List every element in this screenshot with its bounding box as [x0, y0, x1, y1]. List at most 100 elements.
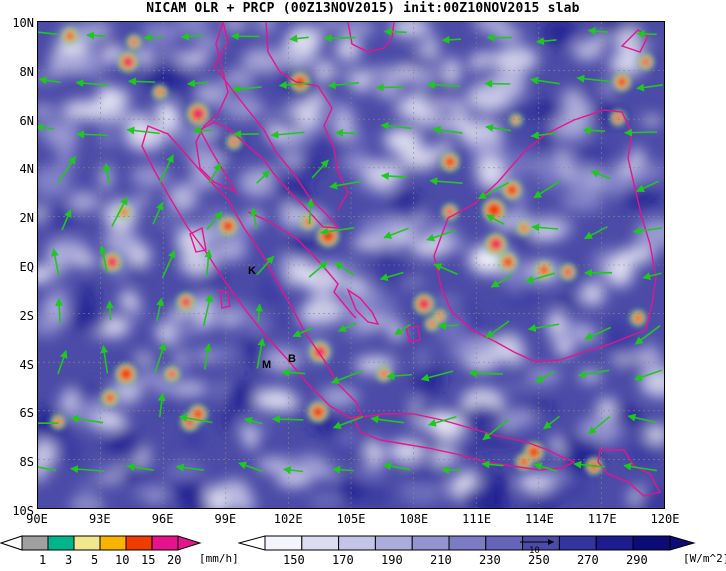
cloud-blob [460, 484, 502, 508]
cloud-blob [67, 191, 100, 212]
cloud-blob [553, 297, 585, 307]
cloud-blob [337, 476, 366, 504]
cloud-blob [429, 447, 458, 467]
prcp-tick-label: 10 [115, 553, 130, 567]
wind-vector-arrow [256, 337, 266, 369]
wind-vector-arrow [105, 300, 114, 321]
wind-vector-arrow [203, 343, 212, 370]
cloud-blob [175, 313, 200, 327]
wind-vector-arrow [468, 369, 504, 378]
cloud-blob [621, 246, 654, 264]
wind-vector-arrow [525, 272, 555, 284]
cloud-blob [469, 467, 494, 477]
cloud-blob [175, 225, 208, 255]
wind-vector-arrow [584, 226, 608, 240]
prcp-colorbar-box [125, 535, 153, 551]
olr-tick-label: 230 [479, 553, 501, 567]
coastline-gulf-coast [265, 22, 349, 211]
lon-tick-label: 114E [524, 512, 554, 526]
wind-vector-arrow [386, 371, 413, 380]
map-label-m: M [262, 359, 271, 371]
wind-vector-arrow [420, 370, 454, 382]
cloud-blob [525, 495, 563, 508]
wind-vector-arrow [481, 460, 504, 469]
cloud-blob [575, 437, 603, 462]
precip-cell-heavy [502, 256, 514, 268]
cloud-blob [463, 403, 503, 430]
wind-vector-arrow [306, 198, 315, 225]
precip-cell-extreme [439, 314, 443, 318]
wind-vector-arrow [623, 128, 658, 137]
coastlines [141, 22, 662, 497]
wind-vector-arrow [432, 126, 463, 134]
cloud-blob [401, 145, 439, 171]
wind-vector-arrow [102, 163, 111, 185]
wind-vector-arrow [383, 227, 409, 239]
wind-vector-arrow [86, 31, 107, 40]
wind-vector-arrow [57, 155, 77, 184]
coastline-small-island-2 [219, 289, 231, 309]
cloud-blob [191, 82, 230, 107]
precip-cell-extreme [109, 258, 117, 266]
cloud-blob [335, 38, 362, 61]
cloud-blob [486, 429, 513, 442]
olr-colorbar-low-arrow [238, 535, 266, 551]
cloud-blob [572, 40, 603, 61]
cloud-blob [143, 64, 188, 92]
olr-colorbar-box [338, 535, 376, 551]
cloud-blob [335, 67, 365, 81]
cloud-blob [351, 239, 385, 250]
lon-tick-label: 90E [26, 512, 48, 526]
wind-vectors [38, 27, 664, 475]
cloud-blob [38, 105, 58, 117]
cloud-blob [169, 344, 187, 354]
prcp-tick-label: 5 [91, 553, 99, 567]
cloud-blob [71, 255, 99, 267]
wind-vector-arrow [636, 83, 664, 92]
cloud-blob [157, 48, 184, 61]
wind-vector-arrow [535, 370, 556, 383]
wind-vector-arrow [38, 76, 61, 85]
cloud-blob [602, 80, 616, 94]
cloud-blob [153, 215, 184, 226]
precip-cell-heavy [221, 219, 235, 233]
cloud-blob [592, 34, 608, 46]
cloud-blob [579, 281, 606, 307]
olr-colorbar-high-arrow [669, 535, 696, 551]
wind-vector-arrow [256, 170, 271, 184]
cloud-blob [254, 388, 297, 411]
precip-cell-extreme [493, 240, 501, 248]
cloud-blob [504, 381, 537, 390]
precip-cell-extreme [448, 209, 454, 215]
cloud-blob [87, 454, 120, 480]
cloud-blob [309, 496, 342, 506]
cloud-blob [273, 313, 297, 325]
wind-vector-arrow [332, 465, 354, 474]
cloud-blob [341, 327, 373, 340]
prcp-colorbar-low-arrow [0, 535, 23, 551]
cloud-blob [561, 89, 584, 106]
cloud-blob [389, 339, 427, 349]
lat-tick-label: 10N [12, 16, 34, 30]
lon-tick-label: 102E [273, 512, 303, 526]
lat-tick-label: 2S [19, 308, 34, 323]
wind-vector-arrow [204, 249, 213, 278]
cloud-blob [365, 439, 385, 467]
precip-cell-extreme [232, 139, 238, 145]
wind-vector-arrow [126, 463, 154, 472]
wind-vector-arrow [527, 323, 560, 332]
wind-vector-arrow [383, 462, 411, 471]
cloud-blob [373, 179, 395, 195]
prcp-colorbar [0, 535, 202, 551]
cloud-blob [336, 22, 376, 38]
reference-vector-head [548, 539, 554, 545]
lat-tick-label: 2N [19, 211, 34, 226]
cloud-blob [382, 128, 422, 147]
wind-vector-arrow [289, 34, 309, 43]
cloud-blob [607, 316, 624, 348]
precip-cell-extreme [383, 372, 387, 376]
precip-cell-heavy [527, 445, 541, 459]
cloud-blob [609, 51, 645, 77]
olr-tick-label: 290 [626, 553, 648, 567]
cloud-blob [597, 397, 616, 421]
